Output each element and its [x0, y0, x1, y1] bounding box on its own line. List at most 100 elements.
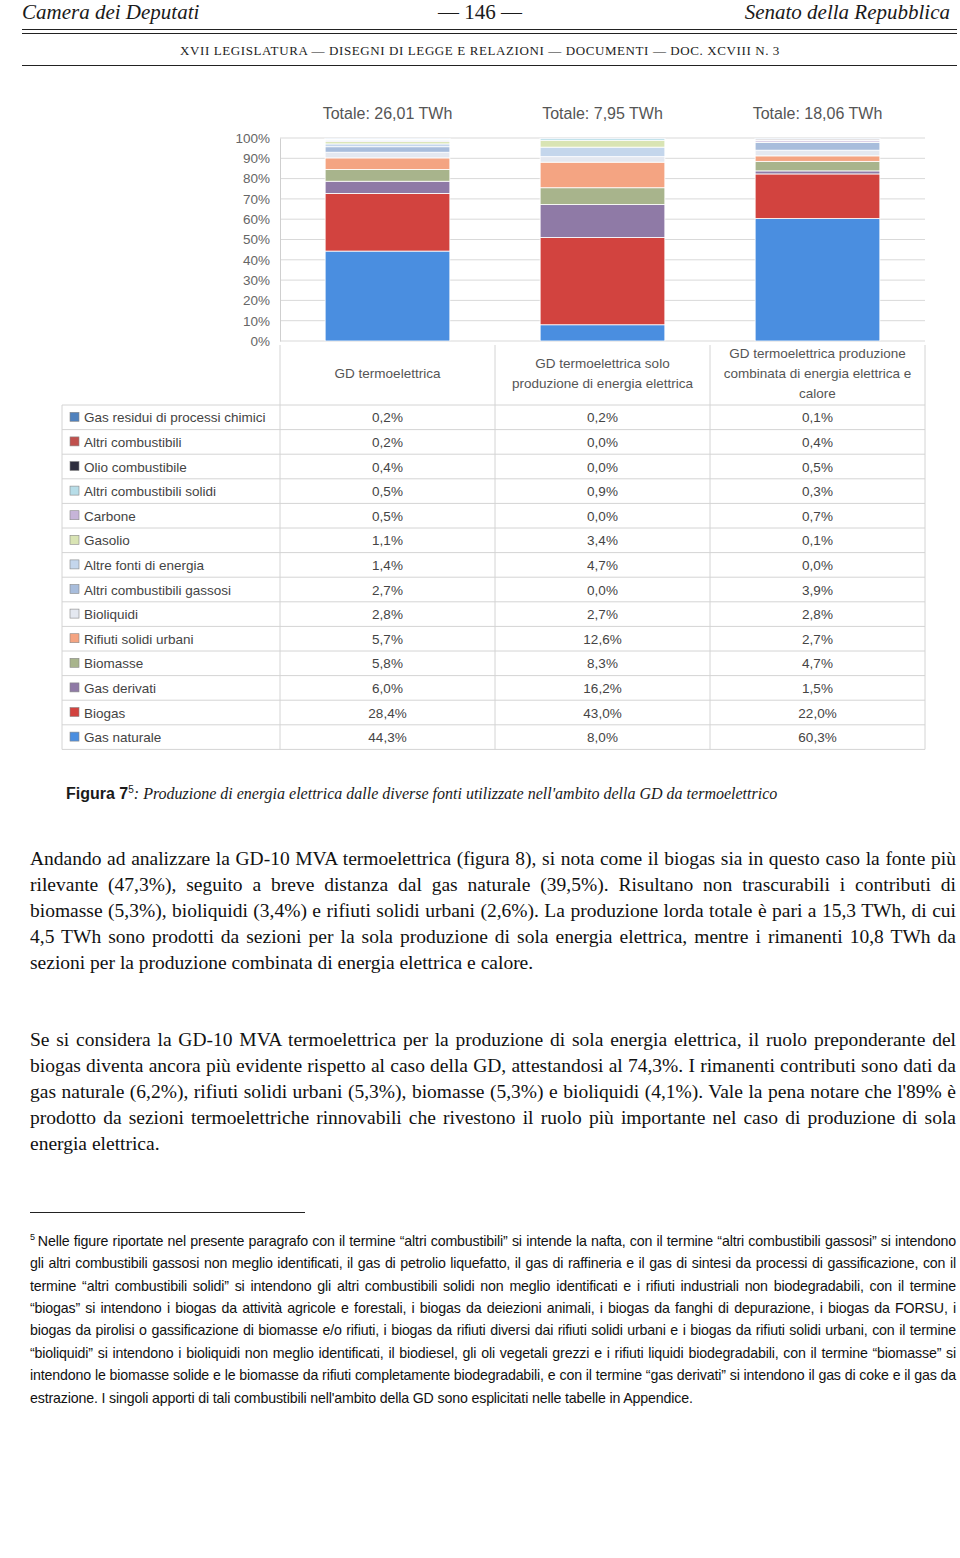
y-axis: 0%10%20%30%40%50%60%70%80%90%100%	[235, 131, 280, 349]
legend-label: Gasolio	[84, 533, 130, 548]
legend-label: Rifiuti solidi urbani	[84, 632, 194, 647]
table-rule	[62, 577, 925, 578]
legend-swatch	[70, 609, 79, 618]
bar-segment	[755, 150, 880, 156]
legend-label: Altri combustibili	[84, 435, 182, 450]
table-value: 8,3%	[587, 656, 618, 671]
bars	[325, 138, 880, 341]
table-value: 0,7%	[802, 509, 833, 524]
table-value: 0,5%	[802, 460, 833, 475]
legend-swatch	[70, 560, 79, 569]
table-value: 0,0%	[587, 583, 618, 598]
body-paragraph: Se si considera la GD-10 MVA termoelettr…	[30, 1027, 956, 1157]
header-right: Senato della Repubblica	[745, 0, 950, 25]
table-rule	[62, 601, 925, 602]
total-annotation: Totale: 26,01 TWh	[323, 105, 453, 122]
legend-label: Gas derivati	[84, 681, 156, 696]
bar-segment	[755, 141, 880, 142]
body-paragraph: Andando ad analizzare la GD-10 MVA termo…	[30, 846, 956, 976]
y-tick: 60%	[243, 212, 280, 227]
bar-segment	[325, 140, 450, 141]
table-rule	[495, 345, 496, 749]
category-label-line: GD termoelettrica	[335, 366, 441, 381]
table-value: 2,8%	[802, 607, 833, 622]
bar-segment	[540, 138, 665, 139]
figure-caption: Figura 75: Produzione di energia elettri…	[66, 784, 946, 803]
y-axis-line	[280, 139, 281, 342]
total-annotation: Totale: 18,06 TWh	[753, 105, 883, 122]
table-rule	[62, 405, 63, 749]
caption-text: : Produzione di energia elettrica dalle …	[134, 785, 777, 802]
table-value: 2,7%	[802, 632, 833, 647]
y-tick-label: 50%	[243, 232, 270, 247]
category-label: GD termoelettrica soloproduzione di ener…	[512, 356, 693, 391]
table-rule	[62, 700, 925, 701]
table-value: 0,0%	[802, 558, 833, 573]
legend-label: Olio combustibile	[84, 460, 187, 475]
bar-segment	[325, 152, 450, 158]
table-value: 0,1%	[802, 410, 833, 425]
table-value: 0,5%	[372, 484, 403, 499]
header-subline: XVII LEGISLATURA — DISEGNI DI LEGGE E RE…	[0, 43, 960, 59]
bar-segment	[540, 138, 665, 139]
y-tick: 10%	[243, 314, 280, 329]
bar-segment	[755, 161, 880, 171]
table-value: 28,4%	[368, 706, 406, 721]
bar-segment	[540, 147, 665, 157]
bar-segment	[755, 156, 880, 161]
table-value: 0,3%	[802, 484, 833, 499]
legend-label: Carbone	[84, 509, 136, 524]
bar-segment	[325, 138, 450, 140]
table-value: 0,2%	[372, 410, 403, 425]
y-tick-label: 40%	[243, 253, 270, 268]
legend-swatch	[70, 708, 79, 717]
bar-segment	[325, 181, 450, 193]
bar-segment	[540, 188, 665, 205]
legend-swatch	[70, 462, 79, 471]
table-value: 0,1%	[802, 533, 833, 548]
bar-segment	[755, 174, 880, 219]
bar-segment	[540, 138, 665, 140]
table-value: 1,1%	[372, 533, 403, 548]
bar-segment	[755, 142, 880, 150]
bar-segment	[755, 139, 880, 140]
table-value: 2,8%	[372, 607, 403, 622]
table-rule	[280, 345, 281, 749]
table-value: 3,4%	[587, 533, 618, 548]
legend-swatch	[70, 585, 79, 594]
bar-segment	[540, 162, 665, 188]
header-rule	[22, 29, 957, 34]
footnote-ref: 5	[30, 1232, 35, 1242]
table-value: 0,2%	[372, 435, 403, 450]
legend-label: Altri combustibili gassosi	[84, 583, 231, 598]
legend-label: Bioliquidi	[84, 607, 138, 622]
table-value: 43,0%	[583, 706, 621, 721]
y-tick-label: 70%	[243, 192, 270, 207]
legend-swatch	[70, 412, 79, 421]
y-tick: 50%	[243, 232, 280, 247]
table-value: 0,9%	[587, 484, 618, 499]
table-value: 22,0%	[798, 706, 836, 721]
table-value: 60,3%	[798, 730, 836, 745]
table-rule	[62, 429, 925, 430]
table-value: 6,0%	[372, 681, 403, 696]
caption-note-ref: 5	[128, 784, 134, 795]
y-tick-label: 10%	[243, 314, 270, 329]
legend-swatch	[70, 437, 79, 446]
table-rule	[62, 528, 925, 529]
footnote-text: Nelle figure riportate nel presente para…	[30, 1233, 956, 1406]
table-rule	[710, 345, 711, 749]
legend-swatch	[70, 683, 79, 692]
table-value: 12,6%	[583, 632, 621, 647]
table-rule	[925, 345, 926, 749]
table-value: 0,5%	[372, 509, 403, 524]
bar-segment	[755, 171, 880, 174]
table-rule	[62, 454, 925, 455]
footnote-rule	[30, 1212, 305, 1213]
category-label: GD termoelettrica	[335, 366, 441, 381]
table-value: 0,4%	[802, 435, 833, 450]
table-value: 2,7%	[587, 607, 618, 622]
bar-segment	[755, 138, 880, 140]
bar-segment	[755, 138, 880, 139]
table-rule	[62, 552, 925, 553]
